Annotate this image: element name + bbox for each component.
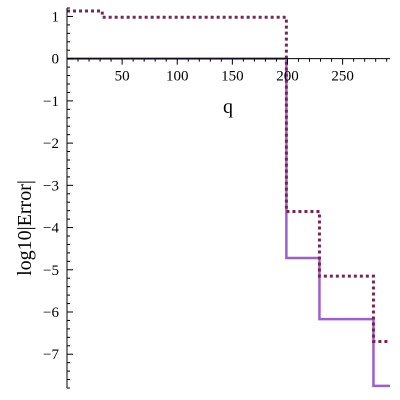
- labels-layer: 1 0 −1 −2 −3 −4 −5 −6 −7 50 100 150 200 250: [43, 9, 354, 363]
- y-tick-label: −3: [43, 178, 59, 194]
- x-tick-label: 50: [115, 69, 130, 85]
- y-tick-label: 0: [52, 52, 60, 68]
- x-tick-label: 150: [221, 69, 244, 85]
- x-tick-label: 100: [166, 69, 189, 85]
- x-axis-title: q: [223, 96, 233, 118]
- y-tick-label: −4: [43, 221, 59, 237]
- y-tick-label: −7: [43, 347, 59, 363]
- y-tick-label: −2: [43, 136, 59, 152]
- x-tick-label: 250: [331, 69, 354, 85]
- x-tick-label: 200: [276, 69, 299, 85]
- y-tick-label: −1: [43, 94, 59, 110]
- dotted-series-line: [67, 9, 390, 344]
- series-layer: [67, 9, 390, 388]
- y-axis-title: log10|Error|: [14, 180, 36, 276]
- axes-layer: [66, 7, 390, 389]
- y-tick-label: 1: [52, 9, 60, 25]
- y-tick-label: −5: [43, 263, 59, 279]
- y-tick-label: −6: [43, 305, 59, 321]
